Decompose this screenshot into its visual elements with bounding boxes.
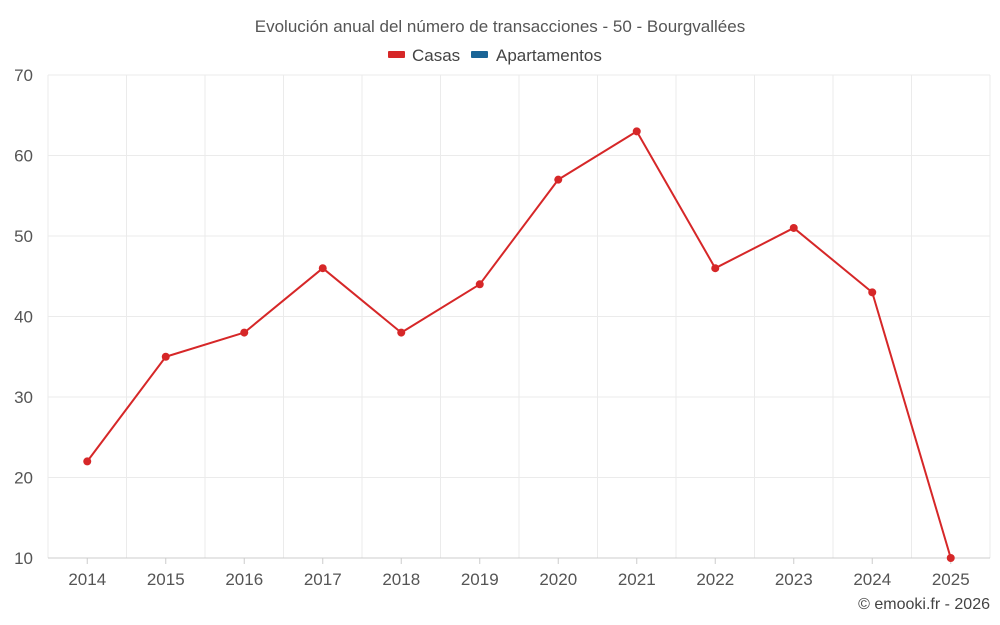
- data-point-casas-2018[interactable]: [397, 328, 406, 337]
- x-axis-ticks: 2014 2015 2016 2017 2018 2019 2020 2021 2022 2023…: [68, 558, 970, 589]
- data-point-casas-2019[interactable]: [475, 280, 484, 289]
- data-point-casas-2024[interactable]: [868, 288, 877, 297]
- y-tick-label: 30: [14, 388, 33, 407]
- y-tick-label: 60: [14, 147, 33, 166]
- x-tick-label: 2021: [618, 570, 656, 589]
- y-tick-label: 50: [14, 227, 33, 246]
- y-tick-label: 70: [14, 66, 33, 85]
- grid: [47, 74, 991, 558]
- x-tick-label: 2017: [304, 570, 342, 589]
- x-tick-label: 2023: [775, 570, 813, 589]
- data-point-casas-2014[interactable]: [83, 457, 92, 466]
- x-tick-label: 2018: [382, 570, 420, 589]
- y-axis-ticks: 10 20 30 40 50 60 70: [14, 66, 33, 568]
- legend-label-apartamentos: Apartamentos: [496, 46, 602, 65]
- series: [83, 127, 955, 562]
- y-tick-label: 20: [14, 469, 33, 488]
- data-point-casas-2017[interactable]: [318, 264, 327, 273]
- data-point-casas-2021[interactable]: [632, 127, 641, 136]
- x-tick-label: 2025: [932, 570, 970, 589]
- x-tick-label: 2015: [147, 570, 185, 589]
- x-tick-label: 2019: [461, 570, 499, 589]
- data-point-casas-2016[interactable]: [240, 328, 249, 337]
- legend-label-casas: Casas: [412, 46, 460, 65]
- legend-swatch-apartamentos: [471, 51, 488, 58]
- legend-item-casas[interactable]: Casas: [388, 46, 460, 65]
- data-point-casas-2022[interactable]: [711, 264, 720, 273]
- data-point-casas-2025[interactable]: [946, 554, 955, 562]
- series-line-casas: [86, 130, 952, 559]
- y-tick-label: 10: [14, 549, 33, 568]
- chart-title: Evolución anual del número de transaccio…: [255, 17, 745, 36]
- x-tick-label: 2016: [225, 570, 263, 589]
- y-tick-label: 40: [14, 308, 33, 327]
- data-point-casas-2020[interactable]: [554, 175, 563, 184]
- legend: Casas Apartamentos: [388, 46, 602, 65]
- data-point-casas-2015[interactable]: [161, 352, 170, 361]
- legend-swatch-casas: [388, 51, 405, 58]
- x-tick-label: 2014: [68, 570, 106, 589]
- x-tick-label: 2024: [853, 570, 891, 589]
- data-point-casas-2023[interactable]: [789, 223, 798, 232]
- x-tick-label: 2022: [696, 570, 734, 589]
- x-tick-label: 2020: [539, 570, 577, 589]
- credit-text: © emooki.fr - 2026: [858, 596, 990, 613]
- legend-item-apartamentos[interactable]: Apartamentos: [471, 46, 602, 65]
